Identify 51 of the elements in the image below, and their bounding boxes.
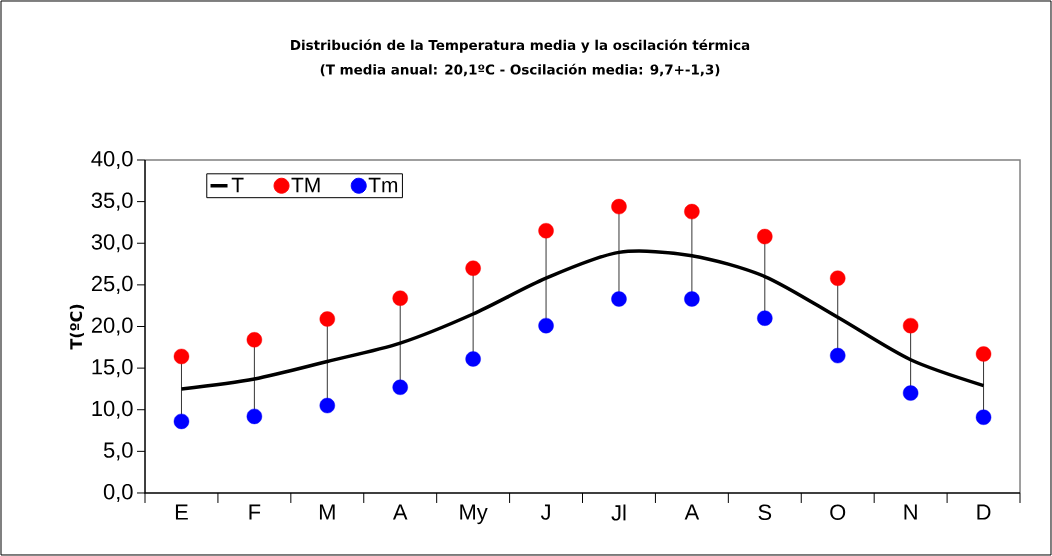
point xyxy=(538,223,554,239)
point xyxy=(465,351,481,367)
y-tick-label: 5,0 xyxy=(103,442,133,461)
point xyxy=(830,270,846,286)
y-tick-label: 15,0 xyxy=(92,359,133,378)
point xyxy=(246,408,263,425)
point xyxy=(975,346,992,362)
legend-label: TM xyxy=(291,177,320,193)
point xyxy=(902,317,919,334)
x-tick-label: S xyxy=(758,504,772,521)
x-tick-label: D xyxy=(977,504,991,520)
point xyxy=(173,348,190,365)
legend-label: Tm xyxy=(368,177,398,193)
chart-title: Distribución de la Temperatura media y la oscilación térmica xyxy=(291,39,750,53)
x-tick-label: N xyxy=(904,504,917,520)
x-tick-label: M xyxy=(319,504,335,520)
x-tick-label: Jl xyxy=(611,504,626,521)
point xyxy=(173,413,190,430)
y-tick-label: 35,0 xyxy=(91,192,133,211)
x-tick-label: O xyxy=(830,504,846,521)
point xyxy=(319,311,335,327)
y-tick-label: 10,0 xyxy=(92,400,133,419)
point xyxy=(684,203,700,220)
point xyxy=(392,290,408,306)
x-tick-label: A xyxy=(684,504,700,520)
point xyxy=(465,260,481,276)
point xyxy=(757,228,773,245)
point xyxy=(975,409,992,425)
legend-label: T xyxy=(231,177,244,193)
chart-subtitle: (T media anual: 20,1ºC - Oscilación media: 9,7+-1,3) xyxy=(320,63,720,77)
point xyxy=(902,385,919,401)
point xyxy=(392,379,408,395)
point xyxy=(319,397,335,414)
point xyxy=(611,198,627,215)
x-tick-label: E xyxy=(175,504,188,520)
y-tick-label: 25,0 xyxy=(91,275,133,294)
point xyxy=(684,291,700,307)
y-tick-label: 30,0 xyxy=(91,234,133,253)
y-tick-label: 20,0 xyxy=(91,317,133,336)
point xyxy=(538,317,554,334)
point xyxy=(611,291,627,307)
y-axis-title: T(ºC) xyxy=(69,304,84,350)
point xyxy=(830,347,846,364)
x-tick-label: F xyxy=(249,504,261,520)
x-tick-label: My xyxy=(460,504,488,525)
y-tick-label: 0,0 xyxy=(103,483,133,503)
y-tick-label: 40,0 xyxy=(91,150,133,170)
point xyxy=(757,310,773,326)
point xyxy=(246,332,263,348)
x-tick-label: J xyxy=(540,504,550,520)
x-tick-label: A xyxy=(392,504,408,520)
